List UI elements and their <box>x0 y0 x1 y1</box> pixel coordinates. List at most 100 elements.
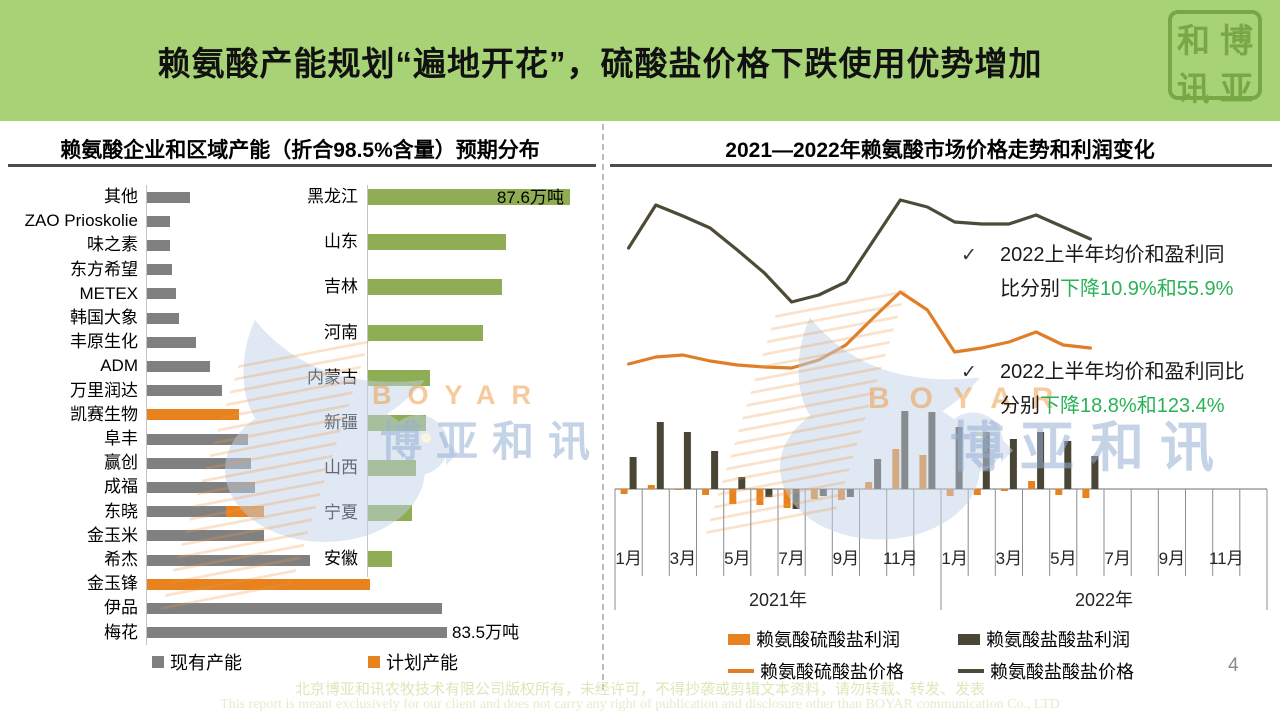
category-label: 伊品 <box>104 598 138 618</box>
axis-month-label: 3月 <box>670 549 696 568</box>
axis-month-label: 1月 <box>615 549 641 568</box>
category-label: 金玉锋 <box>87 574 138 594</box>
category-label: 阜丰 <box>104 429 138 448</box>
value-axis <box>367 185 368 577</box>
profit-bar <box>738 477 746 489</box>
legend-swatch <box>958 633 980 645</box>
capacity-bar <box>368 460 417 477</box>
capacity-bar <box>147 409 239 421</box>
annotation-highlight: 下降18.8%和123.4% <box>1040 395 1225 417</box>
check-icon: ✓ <box>961 362 977 383</box>
capacity-bar <box>147 264 173 276</box>
page-number: 4 <box>1228 655 1239 676</box>
profit-bar <box>810 489 818 499</box>
axis-month-label: 9月 <box>833 549 859 568</box>
profit-bar <box>783 489 791 508</box>
category-label: 成福 <box>104 477 138 497</box>
axis-month-label: 11月 <box>883 549 918 568</box>
profit-bar <box>629 457 637 489</box>
header-band: 赖氨酸产能规划“遍地开花”，硫酸盐价格下跌使用优势增加 和 博 讯 亚 <box>0 0 1280 121</box>
slide-title: 赖氨酸产能规划“遍地开花”，硫酸盐价格下跌使用优势增加 <box>157 45 1043 82</box>
capacity-bar <box>147 578 370 590</box>
capacity-bar <box>368 234 507 251</box>
profit-bar <box>1055 489 1063 495</box>
legend-swatch <box>368 656 380 668</box>
axis-month-label: 5月 <box>724 549 750 568</box>
category-label: ADM <box>100 356 138 376</box>
profit-bar <box>1028 481 1036 489</box>
legend-swatch <box>152 656 164 668</box>
panel-divider <box>602 124 604 690</box>
annotation-highlight: 下降10.9%和55.9% <box>1060 278 1234 300</box>
axis-month-label: 9月 <box>1159 549 1185 568</box>
profit-bar <box>683 432 691 489</box>
right-legend-item-2: 赖氨酸硫酸盐价格 <box>728 658 904 684</box>
category-label: 山东 <box>324 232 358 252</box>
axis-year-label: 2021年 <box>749 590 807 610</box>
profit-bar <box>656 422 664 489</box>
value-axis <box>146 185 147 645</box>
category-label: 味之素 <box>87 235 138 255</box>
capacity-bar <box>147 360 210 372</box>
legend-label: 计划产能 <box>386 653 458 673</box>
capacity-bar <box>368 189 570 205</box>
capacity-bar <box>368 279 502 296</box>
footer-copyright-en: This report is meant exclusively for our… <box>220 697 1060 712</box>
capacity-bar <box>147 602 442 614</box>
capacity-bar <box>147 239 171 251</box>
category-label: 梅花 <box>104 622 138 642</box>
legend-label: 赖氨酸盐酸盐利润 <box>986 630 1130 650</box>
profit-bar <box>711 451 719 489</box>
capacity-bar <box>368 550 393 567</box>
category-label: METEX <box>79 283 138 303</box>
annotation-sulfate: ✓ 2022上半年均价和盈利同比 分别下降18.8%和123.4% <box>955 355 1275 423</box>
capacity-bar <box>147 627 447 639</box>
category-label: 新疆 <box>324 413 358 432</box>
left-title-rule <box>8 164 596 167</box>
profit-bar <box>865 482 873 489</box>
right-legend-item-1: 赖氨酸盐酸盐利润 <box>958 626 1130 652</box>
capacity-bar <box>147 554 311 566</box>
legend-label: 赖氨酸盐酸盐价格 <box>990 662 1134 682</box>
axis-month-label: 11月 <box>1209 549 1244 568</box>
capacity-bar <box>147 336 196 348</box>
profit-bar <box>1000 489 1008 491</box>
capacity-bar <box>368 324 484 341</box>
category-label: 赢创 <box>104 453 138 473</box>
seal-char: 讯 <box>1177 72 1210 108</box>
capacity-bar <box>147 457 252 469</box>
profit-bar <box>901 411 909 489</box>
axis-month-label: 7月 <box>1104 549 1130 568</box>
category-label: 宁夏 <box>324 503 358 523</box>
legend-swatch <box>728 633 750 645</box>
capacity-bar <box>147 312 180 324</box>
category-label: 万里润达 <box>70 380 138 400</box>
legend-swatch <box>728 669 754 673</box>
right-title-rule <box>610 164 1272 167</box>
legend-label: 赖氨酸硫酸盐价格 <box>760 662 904 682</box>
category-label: 希杰 <box>104 550 138 569</box>
capacity-bar <box>147 530 264 542</box>
price-line <box>627 198 1092 304</box>
annotation-line2-prefix: 分别 <box>1000 395 1040 417</box>
capacity-bar <box>368 415 426 431</box>
category-label: 金玉米 <box>87 525 138 545</box>
right-legend-item-0: 赖氨酸硫酸盐利润 <box>728 626 900 652</box>
seal-char: 和 <box>1177 24 1210 60</box>
profit-bar <box>1009 439 1017 489</box>
capacity-bar <box>368 369 431 386</box>
bar-value-label: 87.6万吨 <box>496 188 564 207</box>
category-label: ZAO Prioskolie <box>24 211 138 231</box>
profit-bar <box>756 489 764 505</box>
category-label: 内蒙古 <box>307 367 358 387</box>
footer-copyright-cn: 北京博亚和讯农牧技术有限公司版权所有，未经许可，不得抄袭或剪辑文本资料，请勿转载… <box>294 681 985 698</box>
capacity-bar <box>147 506 227 518</box>
profit-bar <box>729 489 737 504</box>
legend-label: 现有产能 <box>170 653 242 673</box>
left-legend-item-1: 计划产能 <box>368 649 458 675</box>
profit-bar <box>874 459 882 489</box>
seal-char: 博 <box>1220 24 1253 60</box>
profit-bar <box>620 489 628 494</box>
